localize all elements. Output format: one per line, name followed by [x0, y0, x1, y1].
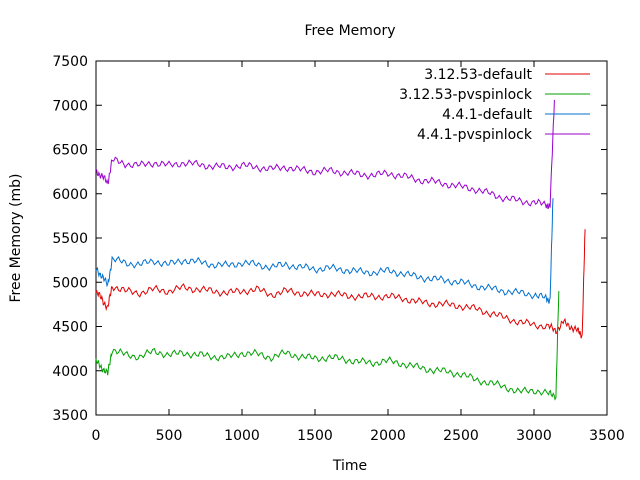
y-tick-label: 4000: [52, 364, 88, 380]
y-tick-label: 7000: [52, 98, 88, 114]
legend-label: 3.12.53-default: [424, 67, 532, 83]
y-axis-label: Free Memory (mb): [8, 174, 24, 303]
x-tick-label: 0: [92, 428, 101, 444]
legend: 3.12.53-default 3.12.53-pvspinlock 4.4.1-d…: [399, 67, 590, 143]
series-line-3-12-53-default: [95, 229, 586, 339]
x-tick-label: 3000: [516, 428, 552, 444]
x-tick-label: 3500: [589, 428, 625, 444]
series-line-3-12-53-pvspinlock: [95, 291, 560, 401]
y-axis-ticks: 3500 4000 4500 5000 5500 6000 6500 7000 7500: [52, 54, 607, 424]
legend-label: 3.12.53-pvspinlock: [399, 87, 533, 103]
chart-title: Free Memory: [304, 23, 395, 39]
x-tick-label: 2500: [443, 428, 479, 444]
y-tick-label: 5000: [52, 275, 88, 291]
series-line-4-4-1-default: [95, 198, 554, 304]
x-axis-ticks: 0 500 1000 1500 2000 2500 3000 3500: [92, 61, 625, 444]
y-tick-label: 3500: [52, 408, 88, 424]
y-tick-label: 5500: [52, 231, 88, 247]
y-tick-label: 6500: [52, 143, 88, 159]
x-tick-label: 500: [156, 428, 183, 444]
y-tick-label: 7500: [52, 54, 88, 70]
x-tick-label: 1000: [224, 428, 260, 444]
series-line-4-4-1-pvspinlock: [95, 99, 555, 209]
x-tick-label: 1500: [297, 428, 333, 444]
y-tick-label: 4500: [52, 320, 88, 336]
legend-label: 4.4.1-default: [442, 107, 532, 123]
y-tick-label: 6000: [52, 187, 88, 203]
series-lines: [95, 99, 586, 401]
legend-label: 4.4.1-pvspinlock: [417, 127, 533, 143]
x-axis-label: Time: [332, 458, 367, 474]
x-tick-label: 2000: [370, 428, 406, 444]
